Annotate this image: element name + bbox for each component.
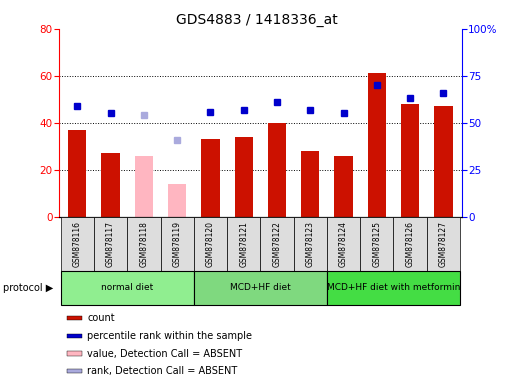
- FancyBboxPatch shape: [194, 271, 327, 305]
- FancyBboxPatch shape: [61, 217, 94, 271]
- Bar: [401, 104, 419, 217]
- FancyBboxPatch shape: [227, 217, 260, 271]
- FancyBboxPatch shape: [360, 217, 393, 271]
- Text: GSM878122: GSM878122: [272, 221, 282, 267]
- Text: protocol ▶: protocol ▶: [3, 283, 53, 293]
- Bar: [67, 334, 82, 338]
- Text: GSM878117: GSM878117: [106, 221, 115, 267]
- FancyBboxPatch shape: [427, 217, 460, 271]
- Text: GDS4883 / 1418336_at: GDS4883 / 1418336_at: [175, 13, 338, 27]
- Text: GSM878121: GSM878121: [239, 221, 248, 267]
- FancyBboxPatch shape: [393, 217, 427, 271]
- Text: GSM878118: GSM878118: [140, 221, 148, 267]
- Bar: [67, 369, 82, 373]
- Text: MCD+HF diet: MCD+HF diet: [230, 283, 291, 293]
- Bar: [334, 156, 353, 217]
- Text: count: count: [87, 313, 115, 323]
- FancyBboxPatch shape: [293, 217, 327, 271]
- Bar: [368, 73, 386, 217]
- Bar: [168, 184, 186, 217]
- Bar: [135, 156, 153, 217]
- Text: normal diet: normal diet: [101, 283, 153, 293]
- FancyBboxPatch shape: [127, 217, 161, 271]
- Text: rank, Detection Call = ABSENT: rank, Detection Call = ABSENT: [87, 366, 238, 376]
- FancyBboxPatch shape: [327, 271, 460, 305]
- Bar: [67, 351, 82, 356]
- Text: GSM878119: GSM878119: [173, 221, 182, 267]
- Text: percentile rank within the sample: percentile rank within the sample: [87, 331, 252, 341]
- Text: GSM878120: GSM878120: [206, 221, 215, 267]
- FancyBboxPatch shape: [61, 271, 194, 305]
- Text: GSM878127: GSM878127: [439, 221, 448, 267]
- Bar: [68, 130, 87, 217]
- Text: value, Detection Call = ABSENT: value, Detection Call = ABSENT: [87, 349, 242, 359]
- FancyBboxPatch shape: [94, 217, 127, 271]
- Text: GSM878123: GSM878123: [306, 221, 315, 267]
- Bar: [102, 154, 120, 217]
- Text: GSM878124: GSM878124: [339, 221, 348, 267]
- Bar: [201, 139, 220, 217]
- Text: MCD+HF diet with metformin: MCD+HF diet with metformin: [327, 283, 460, 293]
- Text: GSM878116: GSM878116: [73, 221, 82, 267]
- FancyBboxPatch shape: [260, 217, 293, 271]
- FancyBboxPatch shape: [194, 217, 227, 271]
- FancyBboxPatch shape: [327, 217, 360, 271]
- Text: GSM878126: GSM878126: [406, 221, 415, 267]
- Bar: [67, 316, 82, 320]
- Text: GSM878125: GSM878125: [372, 221, 381, 267]
- Bar: [434, 106, 452, 217]
- FancyBboxPatch shape: [161, 217, 194, 271]
- Bar: [268, 123, 286, 217]
- Bar: [234, 137, 253, 217]
- Bar: [301, 151, 320, 217]
